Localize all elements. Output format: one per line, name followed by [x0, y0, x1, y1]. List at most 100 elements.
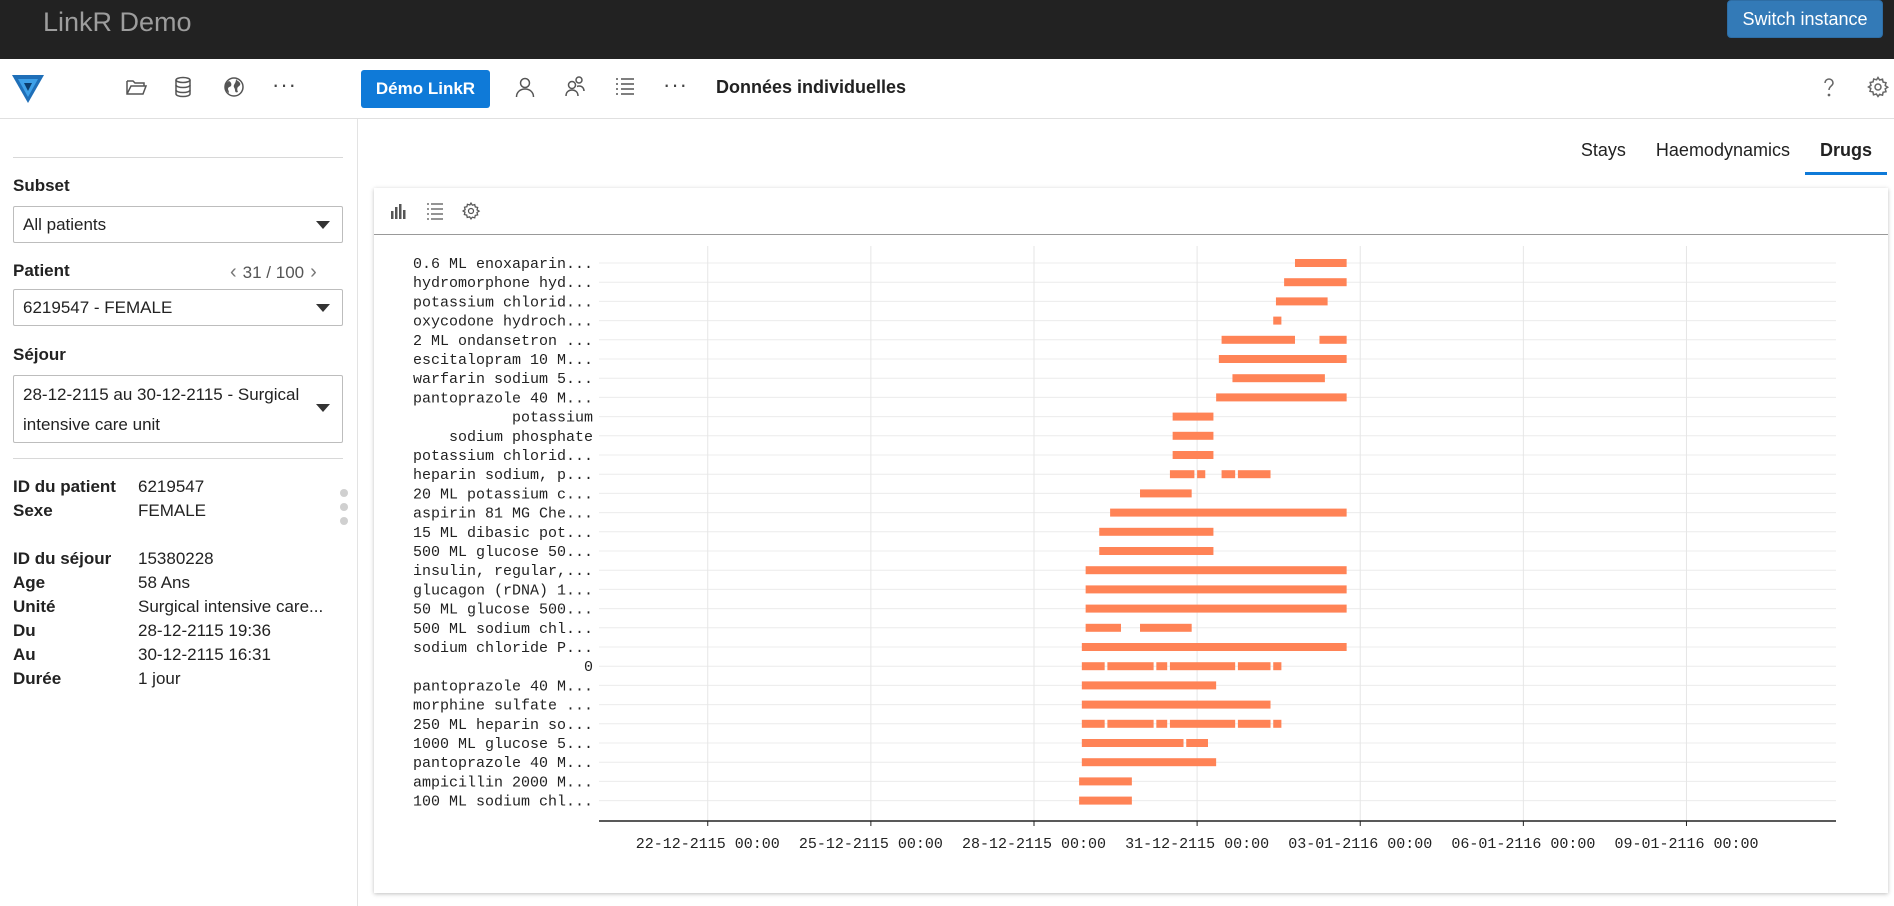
drug-label: sodium chloride P...: [413, 640, 593, 657]
drug-bar: [1237, 470, 1271, 479]
globe-icon[interactable]: [220, 73, 248, 101]
chevron-down-icon: [316, 221, 330, 229]
drag-handle-icon[interactable]: [340, 489, 348, 531]
demo-linkr-button[interactable]: Démo LinkR: [361, 70, 490, 108]
drug-bar: [1099, 547, 1214, 555]
drug-bar: [1107, 719, 1154, 728]
drug-label: 20 ML potassium c...: [413, 486, 593, 503]
drug-bar: [1085, 566, 1347, 575]
drug-label: 0.6 ML enoxaparin...: [413, 256, 593, 273]
drug-bar: [1156, 662, 1168, 671]
drug-bar: [1099, 527, 1214, 536]
switch-instance-button[interactable]: Switch instance: [1727, 0, 1883, 38]
divider: [13, 458, 343, 459]
drugs-timeline-chart: 0.6 ML enoxaparin... hydromorphone hyd...…: [413, 246, 1836, 853]
people-icon[interactable]: [561, 73, 589, 101]
drug-bar: [1216, 393, 1347, 402]
drug-label: 2 ML ondansetron ...: [413, 333, 593, 350]
stay-id-key: ID du séjour: [13, 549, 112, 568]
linkr-logo-icon[interactable]: [10, 71, 46, 105]
subset-value: All patients: [23, 215, 107, 234]
drug-bar: [1284, 278, 1347, 287]
drug-label: sodium phosphate: [449, 429, 593, 446]
chevron-right-icon[interactable]: ›: [310, 261, 317, 283]
from-value: 28-12-2115 19:36: [138, 621, 271, 640]
drug-bar: [1110, 508, 1347, 517]
to-key: Au: [13, 645, 36, 664]
more-dots-icon[interactable]: ···: [663, 72, 688, 97]
drug-bar: [1237, 719, 1271, 728]
drug-bar: [1186, 739, 1208, 747]
stay-dropdown[interactable]: 28-12-2115 au 30-12-2115 - Surgical inte…: [13, 375, 343, 443]
drug-label: aspirin 81 MG Che...: [413, 506, 593, 523]
drug-label: 500 ML glucose 50...: [413, 544, 593, 561]
bar-chart-icon[interactable]: [388, 200, 410, 222]
drug-label: 1000 ML glucose 5...: [413, 736, 593, 753]
age-key: Age: [13, 573, 46, 592]
sex-value: FEMALE: [138, 501, 207, 520]
drug-bar: [1081, 681, 1217, 690]
patient-id-value: 6219547: [138, 477, 205, 496]
drug-label: heparin sodium, p...: [413, 467, 593, 484]
person-icon[interactable]: [511, 73, 539, 101]
drug-label: escitalopram 10 M...: [413, 352, 593, 369]
unit-key: Unité: [13, 597, 56, 616]
drug-bar: [1081, 758, 1217, 767]
to-value: 30-12-2115 16:31: [138, 645, 271, 664]
divider: [13, 157, 343, 158]
drug-bar: [1221, 335, 1295, 344]
header: ··· Démo LinkR ··· Données individuelles: [0, 59, 1894, 119]
folder-open-icon[interactable]: [122, 73, 150, 101]
drug-bar: [1085, 585, 1347, 594]
drug-label: potassium chlorid...: [413, 294, 593, 311]
drug-label: hydromorphone hyd...: [413, 275, 593, 292]
drug-bar: [1232, 374, 1325, 383]
drug-bar: [1294, 259, 1347, 267]
more-dots-icon[interactable]: ···: [272, 72, 297, 97]
drug-bar: [1221, 470, 1236, 479]
drug-bar: [1237, 662, 1271, 671]
drug-bar: [1107, 662, 1154, 671]
drug-label: warfarin sodium 5...: [413, 371, 593, 388]
question-icon[interactable]: [1815, 73, 1843, 101]
drug-bar: [1081, 643, 1347, 651]
drug-bar: [1085, 623, 1121, 632]
subset-dropdown[interactable]: All patients: [13, 206, 343, 243]
drugs-widget-card: 0.6 ML enoxaparin... hydromorphone hyd...…: [374, 188, 1888, 893]
drug-bar: [1081, 719, 1105, 728]
patient-dropdown[interactable]: 6219547 - FEMALE: [13, 289, 343, 326]
x-tick-label: 03-01-2116 00:00: [1288, 836, 1432, 853]
drug-label: 250 ML heparin so...: [413, 717, 593, 734]
patient-label: Patient: [13, 261, 70, 280]
tab-drugs[interactable]: Drugs: [1804, 120, 1888, 178]
chevron-left-icon[interactable]: ‹: [230, 261, 237, 283]
chevron-down-icon: [316, 404, 330, 412]
drug-bar: [1273, 316, 1282, 325]
drug-bar: [1081, 662, 1105, 671]
database-icon[interactable]: [169, 73, 197, 101]
duration-key: Durée: [13, 669, 62, 688]
gear-icon[interactable]: [1864, 73, 1892, 101]
patient-pager-count: 31 / 100: [242, 262, 305, 282]
drug-label: 50 ML glucose 500...: [413, 602, 593, 619]
drug-label: pantoprazole 40 M...: [413, 755, 593, 772]
tab-haemodynamics[interactable]: Haemodynamics: [1655, 140, 1790, 160]
gear-icon[interactable]: [460, 200, 482, 222]
drug-label: insulin, regular,...: [413, 563, 593, 580]
duration-value: 1 jour: [138, 669, 181, 688]
stay-id-value: 15380228: [138, 549, 214, 568]
drug-bar: [1079, 796, 1132, 805]
drug-bar: [1079, 777, 1132, 786]
drug-bar: [1197, 470, 1206, 479]
top-bar: LinkR Demo Switch instance: [0, 0, 1894, 59]
list-icon[interactable]: [424, 200, 446, 222]
patient-id-key: ID du patient: [13, 477, 116, 496]
list-icon[interactable]: [611, 73, 639, 101]
drug-label: glucagon (rDNA) 1...: [413, 582, 593, 599]
drug-bar: [1169, 719, 1236, 728]
drug-label: 15 ML dibasic pot...: [413, 525, 593, 542]
drug-label: oxycodone hydroch...: [413, 314, 593, 331]
drug-label: ampicillin 2000 M...: [413, 774, 593, 791]
drug-label: pantoprazole 40 M...: [413, 390, 593, 407]
tab-stays[interactable]: Stays: [1580, 140, 1626, 160]
